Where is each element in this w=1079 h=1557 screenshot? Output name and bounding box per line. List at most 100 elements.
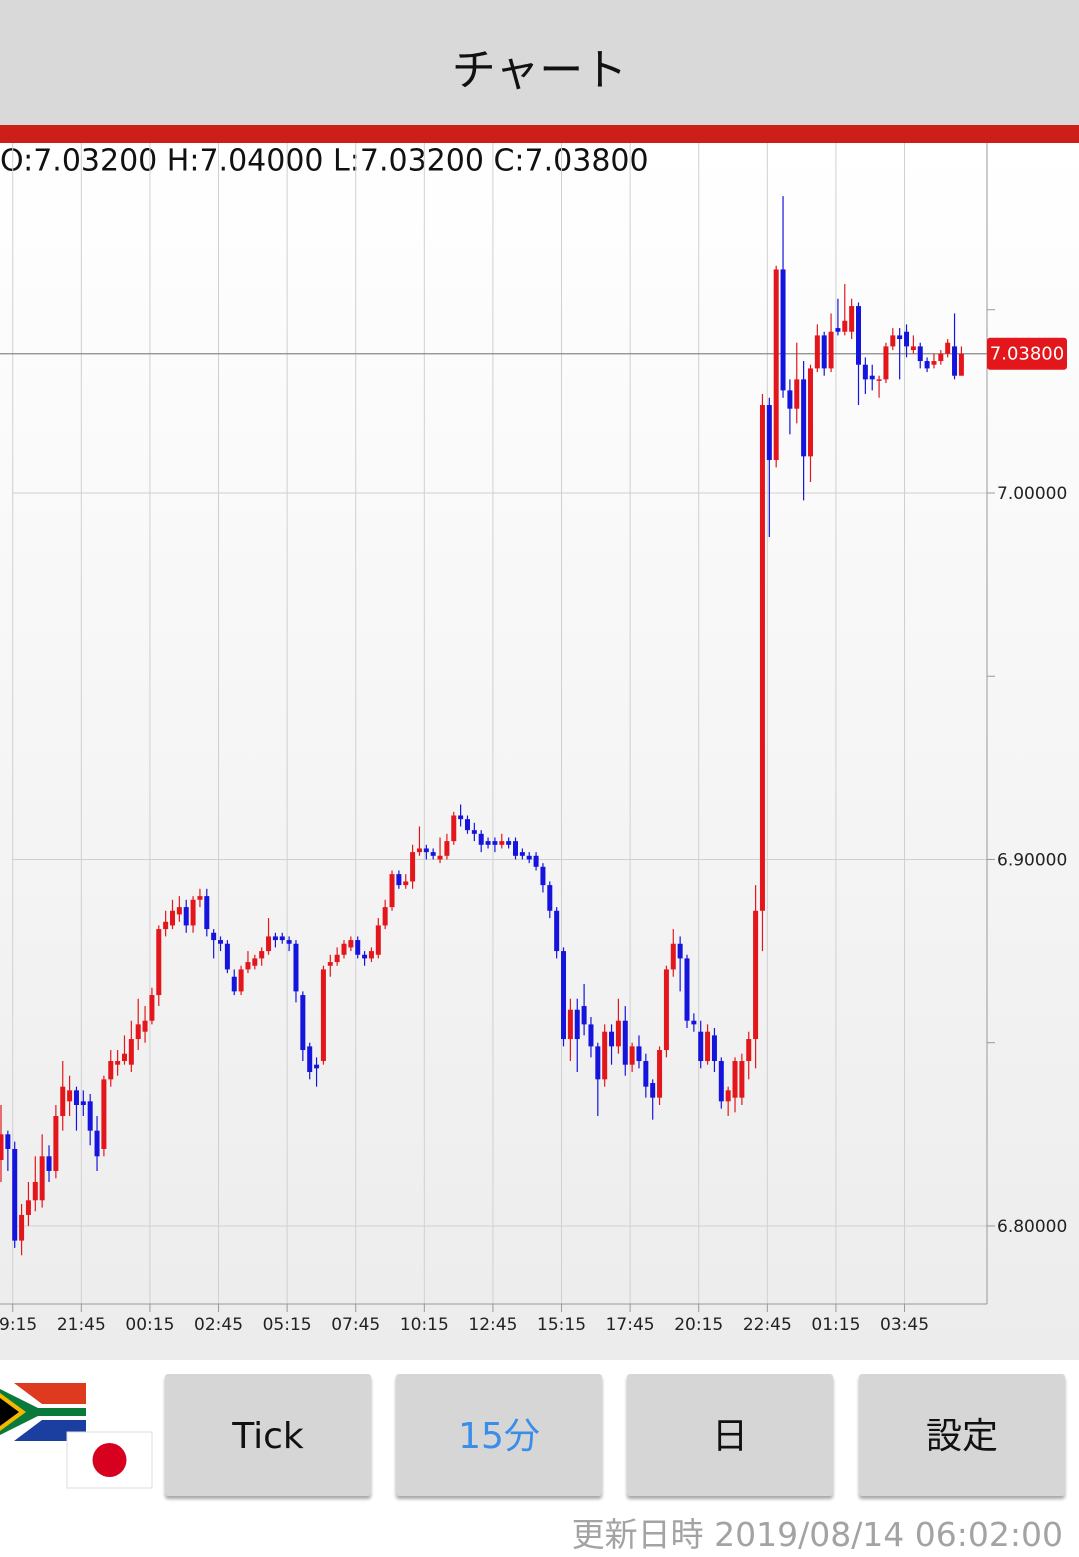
x-tick-label: 17:45	[606, 1315, 655, 1335]
x-tick-label: 10:15	[400, 1315, 449, 1335]
x-tick-label: 07:45	[331, 1315, 380, 1335]
candle-body	[252, 958, 258, 966]
candle-body	[526, 855, 532, 860]
candle-body	[238, 969, 244, 992]
chart: O:7.03200 H:7.04000 L:7.03200 C:7.03800 …	[0, 143, 1079, 1360]
candle-body	[211, 932, 217, 941]
candle-body	[663, 969, 669, 1051]
candle-body	[444, 841, 450, 856]
header: チャート	[0, 0, 1079, 125]
candle-body	[588, 1024, 594, 1047]
candle-body	[746, 1039, 752, 1062]
candle-body	[53, 1115, 59, 1171]
candle-body	[410, 852, 416, 882]
ohlc-text: O:7.03200 H:7.04000 L:7.03200 C:7.03800	[0, 144, 649, 179]
candle-body	[849, 306, 855, 332]
candle-body	[245, 962, 251, 970]
candle-body	[471, 830, 477, 834]
y-tick-label: 6.80000	[997, 1217, 1067, 1237]
candle-body	[725, 1090, 731, 1102]
candle-body	[897, 335, 903, 340]
candle-body	[156, 929, 162, 996]
candle-body	[581, 1006, 587, 1025]
candle-body	[567, 1009, 573, 1040]
timeframe-button[interactable]: Tick	[165, 1374, 371, 1496]
candle-body	[787, 390, 793, 409]
candle-body	[389, 874, 395, 908]
x-tick-label: 03:45	[880, 1315, 929, 1335]
timeframe-button[interactable]: 設定	[859, 1374, 1065, 1496]
candle-body	[314, 1064, 320, 1069]
candle-body	[142, 1020, 148, 1032]
candle-body	[952, 346, 958, 376]
candle-body	[842, 320, 848, 332]
candle-body	[272, 936, 278, 941]
candle-body	[636, 1046, 642, 1062]
chart-background	[0, 143, 1079, 1360]
x-tick-label: 21:45	[57, 1315, 106, 1335]
candle-body	[766, 405, 772, 461]
candle-body	[197, 896, 203, 900]
candle-body	[519, 852, 525, 856]
candle-body	[732, 1061, 738, 1098]
candle-body	[19, 1214, 25, 1241]
candle-body	[170, 910, 175, 926]
x-tick-label: 01:15	[811, 1315, 860, 1335]
candle-body	[382, 907, 388, 926]
candle-body	[609, 1031, 615, 1047]
header-bar	[0, 125, 1079, 143]
candle-body	[293, 943, 299, 992]
candle-body	[94, 1130, 100, 1157]
candle-body	[595, 1046, 601, 1080]
candle-body	[348, 940, 354, 948]
timeframe-button[interactable]: 15分	[396, 1374, 602, 1496]
candle-body	[698, 1031, 704, 1062]
candle-body	[149, 995, 155, 1021]
candle-body	[46, 1156, 52, 1171]
candle-body	[657, 1050, 663, 1098]
candle-body	[362, 954, 368, 959]
candle-body	[890, 335, 896, 347]
updated-time: 更新日時 2019/08/14 06:02:00	[571, 1515, 1063, 1554]
y-tick-label: 6.90000	[997, 850, 1067, 870]
candle-body	[87, 1101, 93, 1131]
candle-body	[286, 940, 292, 944]
candle-body	[231, 976, 237, 992]
x-tick-label: 19:15	[0, 1315, 37, 1335]
candle-body	[430, 852, 436, 856]
candle-body	[773, 269, 779, 461]
candle-body	[224, 943, 230, 970]
candle-body	[341, 943, 347, 955]
candle-body	[945, 342, 951, 354]
candle-body	[368, 951, 374, 959]
candle-body	[121, 1053, 127, 1062]
candle-body	[924, 361, 930, 369]
candle-body	[218, 940, 224, 944]
candle-body	[355, 940, 361, 955]
candle-body	[423, 848, 429, 853]
candle-body	[759, 405, 765, 911]
candle-body	[643, 1061, 649, 1087]
candle-body	[416, 848, 422, 853]
candle-body	[183, 907, 189, 926]
flag-za	[0, 1383, 86, 1441]
candle-body	[204, 896, 210, 930]
candle-body	[513, 841, 518, 856]
candle-body	[670, 943, 676, 970]
candle-body	[684, 958, 690, 1021]
candle-body	[25, 1200, 31, 1215]
candle-body	[540, 866, 546, 886]
candle-body	[650, 1083, 656, 1098]
candle-body	[828, 331, 834, 369]
candle-body	[485, 841, 491, 845]
y-tick-label: 7.00000	[997, 484, 1067, 504]
timeframe-button[interactable]: 日	[627, 1374, 833, 1496]
candle-body	[437, 855, 443, 860]
candle-body	[190, 899, 196, 926]
candle-body	[910, 346, 916, 351]
x-tick-label: 00:15	[125, 1315, 174, 1335]
candle-body	[677, 943, 683, 959]
candle-body	[108, 1061, 114, 1080]
candle-body	[5, 1134, 11, 1149]
